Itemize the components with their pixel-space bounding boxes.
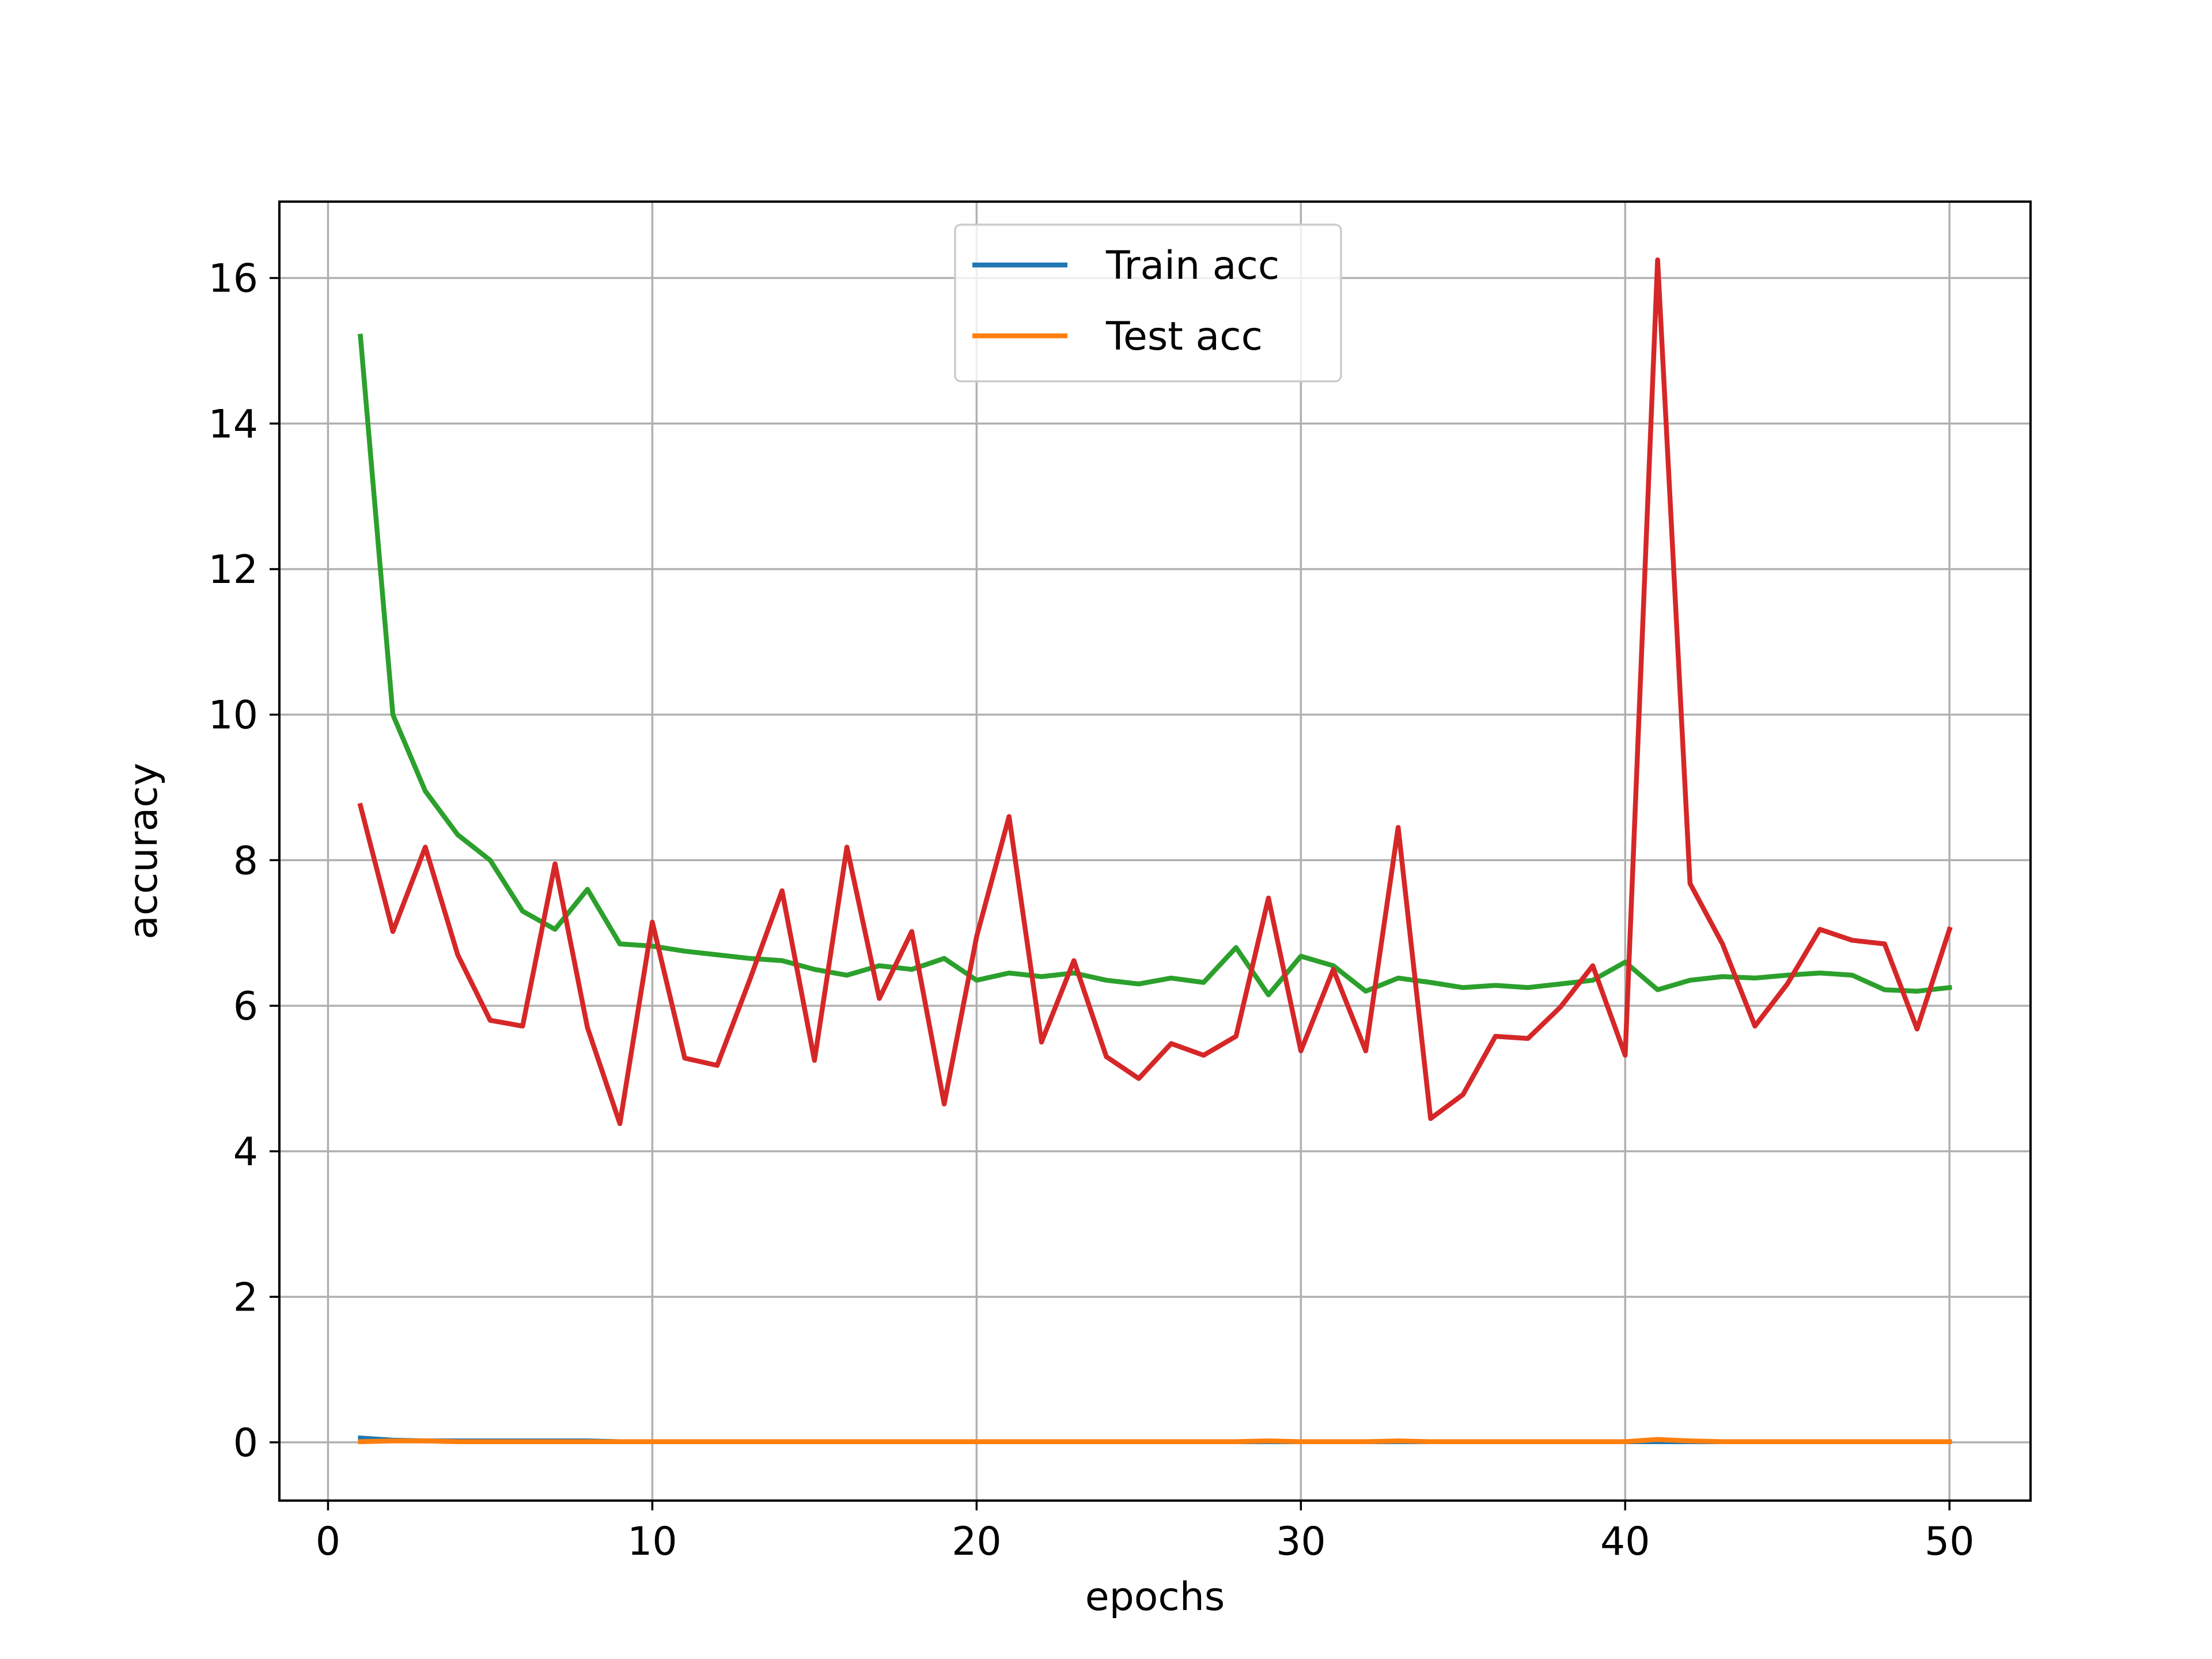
- x-tick-label: 40: [1600, 1519, 1650, 1565]
- y-tick-label: 2: [233, 1275, 258, 1320]
- x-tick-label: 20: [952, 1519, 1002, 1565]
- series-line-3: [357, 257, 1953, 1126]
- x-tick-label: 0: [316, 1519, 340, 1565]
- y-tick-label: 4: [233, 1130, 258, 1175]
- series-line-1: [358, 1437, 1952, 1445]
- legend-label: Test acc: [1105, 314, 1263, 359]
- ticks: 0 10 20 30 40 50 0 2 4 6 8 10 12 14 16: [208, 256, 1974, 1565]
- x-tick-label: 30: [1276, 1519, 1326, 1565]
- x-tick-label: 50: [1925, 1519, 1975, 1565]
- y-tick-label: 0: [233, 1421, 258, 1466]
- x-tick-label: 10: [627, 1519, 677, 1565]
- series-line-2: [358, 334, 1952, 998]
- y-axis-label: accuracy: [121, 763, 166, 940]
- y-tick-label: 14: [208, 402, 258, 447]
- y-tick-label: 8: [233, 838, 258, 884]
- y-tick-label: 16: [208, 256, 258, 302]
- x-axis-label: epochs: [1085, 1574, 1225, 1620]
- legend-label: Train acc: [1105, 243, 1279, 289]
- y-tick-label: 10: [208, 693, 258, 738]
- legend: Train acc Test acc: [954, 224, 1342, 382]
- series-lines: [357, 257, 1953, 1445]
- y-tick-label: 6: [233, 984, 258, 1029]
- plot-frame: [278, 200, 2032, 1502]
- y-tick-label: 12: [208, 547, 258, 593]
